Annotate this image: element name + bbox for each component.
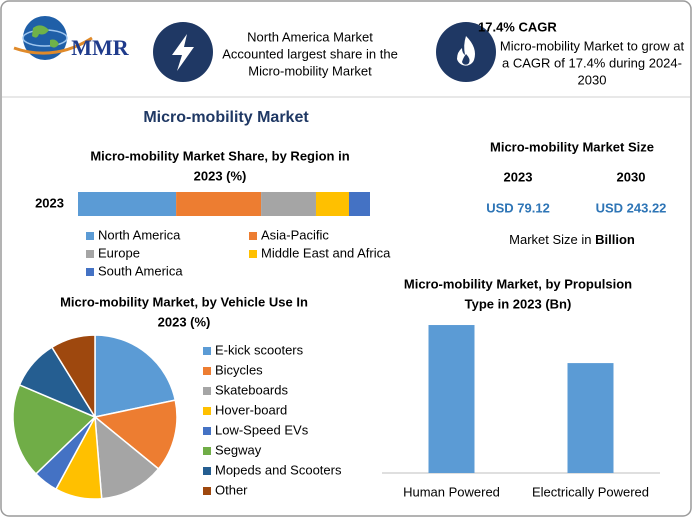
legend-label: Mopeds and Scooters (215, 462, 342, 477)
bar-segment (261, 192, 316, 216)
legend-swatch (203, 407, 211, 415)
x-tick-label: Human Powered (403, 484, 500, 499)
cagr-text: a CAGR of 17.4% during 2024- (502, 55, 682, 70)
chart-title: Type in 2023 (Bn) (465, 296, 572, 311)
main-title: Micro-mobility Market (143, 109, 309, 126)
legend-swatch (203, 467, 211, 475)
legend-label: Bicycles (215, 362, 263, 377)
legend-swatch (86, 268, 94, 276)
chart-title: 2023 (%) (194, 168, 247, 183)
bar (428, 325, 475, 473)
cagr-text: Micro-mobility Market to grow at (500, 38, 685, 53)
cagr-text: 2030 (578, 72, 607, 87)
legend-label: South America (98, 263, 183, 278)
pie-slice (94, 334, 177, 418)
category-label: 2023 (35, 195, 64, 210)
legend-label: Asia-Pacific (261, 227, 329, 242)
chart-title: Micro-mobility Market, by Vehicle Use In (60, 294, 308, 309)
cagr-title: 17.4% CAGR (478, 19, 557, 34)
legend-label: Other (215, 482, 248, 497)
bar-segment (348, 192, 370, 216)
legend-label: Low-Speed EVs (215, 422, 309, 437)
bar-segment (78, 192, 177, 216)
legend-swatch (203, 427, 211, 435)
size-year: 2030 (617, 169, 646, 184)
bar-segment (176, 192, 262, 216)
pie-slice (12, 383, 97, 475)
legend-swatch (249, 232, 257, 240)
chart-title: Micro-mobility Market, by Propulsion (404, 276, 632, 291)
legend-label: Middle East and Africa (261, 245, 391, 260)
legend-swatch (86, 250, 94, 258)
legend-swatch (203, 487, 211, 495)
pie-slice (93, 399, 178, 470)
size-note-text: Market Size in (509, 232, 591, 247)
logo-text: MMR (71, 35, 130, 60)
legend-swatch (203, 387, 211, 395)
pie-slice (50, 334, 96, 420)
legend-label: Europe (98, 245, 140, 260)
lightning-icon (153, 22, 213, 82)
size-note-unit: Billion (595, 232, 635, 247)
legend-swatch (249, 250, 257, 258)
flame-icon (436, 22, 496, 82)
legend-label: Skateboards (215, 382, 288, 397)
size-note: Market Size in Billion (509, 232, 635, 247)
x-tick-label: Electrically Powered (532, 484, 649, 499)
legend-swatch (203, 347, 211, 355)
size-value: USD 243.22 (596, 200, 667, 215)
bar (567, 363, 614, 473)
legend-swatch (203, 367, 211, 375)
size-title: Micro-mobility Market Size (490, 139, 654, 154)
legend-swatch (86, 232, 94, 240)
highlight-text: North America Market (247, 29, 373, 44)
highlight-text: Accounted largest share in the (222, 46, 398, 61)
bar-segment (315, 192, 349, 216)
chart-title: 2023 (%) (158, 314, 211, 329)
chart-title: Micro-mobility Market Share, by Region i… (90, 148, 349, 163)
legend-label: Hover-board (215, 402, 287, 417)
pie-slice (94, 415, 160, 500)
size-year: 2023 (504, 169, 533, 184)
legend-label: E-kick scooters (215, 342, 304, 357)
logo (13, 16, 93, 60)
legend-label: Segway (215, 442, 262, 457)
legend-swatch (203, 447, 211, 455)
legend-label: North America (98, 227, 181, 242)
size-value: USD 79.12 (486, 200, 550, 215)
highlight-text: Micro-mobility Market (248, 63, 372, 78)
